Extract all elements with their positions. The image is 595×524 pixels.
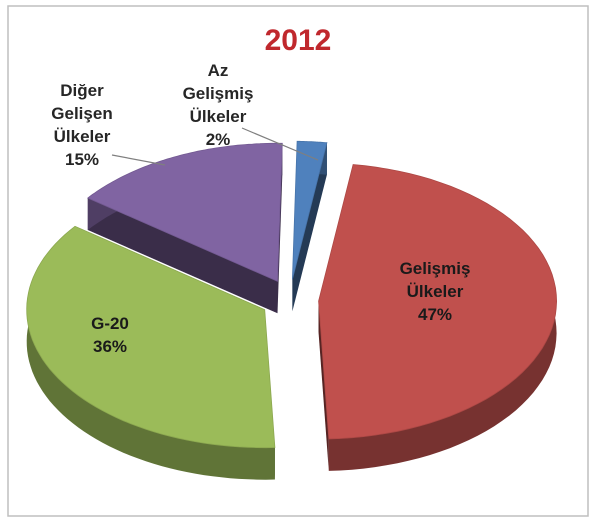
slice-label-word: Ülkeler	[407, 282, 464, 301]
slice-top	[292, 140, 328, 280]
slice-label-name: Diğer Gelişen Ülkeler	[51, 81, 112, 146]
leader-line	[111, 154, 166, 166]
slice-edge-wall	[318, 301, 329, 471]
slice-label: Gelişmiş Ülkeler 47%	[400, 259, 471, 324]
slice-top	[87, 142, 283, 282]
slice-top	[26, 225, 276, 449]
slice-top	[318, 164, 558, 440]
slice-label-name: Az Gelişmiş Ülkeler	[183, 61, 254, 126]
slice-value-label: 36%	[93, 337, 127, 356]
slice-label-word: Az	[208, 61, 229, 80]
slice-label-word: Ülkeler	[54, 127, 111, 146]
slice-label-word: Gelişmiş	[183, 84, 254, 103]
slice-value-label: 2%	[206, 130, 231, 149]
slice-value-label: 15%	[65, 150, 99, 169]
slice-edge-wall	[87, 198, 278, 314]
slice	[318, 164, 558, 471]
slice-label-word: Gelişen	[51, 104, 112, 123]
slice-label: Az Gelişmiş Ülkeler 2%	[183, 61, 254, 149]
slice-label-name: G-20	[91, 314, 129, 333]
slice-label-word: Gelişmiş	[400, 259, 471, 278]
slice-label-word: Ülkeler	[190, 107, 247, 126]
slice	[87, 142, 283, 314]
slice-outer-wall	[26, 226, 275, 480]
slice-value-label: 47%	[418, 305, 452, 324]
slice-label: Diğer Gelişen Ülkeler 15%	[51, 81, 112, 169]
chart-title: 2012	[265, 24, 332, 57]
slice-edge-wall	[292, 142, 327, 312]
slice-label-word: Diğer	[60, 81, 104, 100]
slice	[26, 225, 276, 480]
leader-line	[241, 127, 319, 161]
slice	[292, 140, 328, 312]
slice-label: G-20 36%	[91, 314, 129, 356]
slice-label-name: Gelişmiş Ülkeler	[400, 259, 471, 301]
